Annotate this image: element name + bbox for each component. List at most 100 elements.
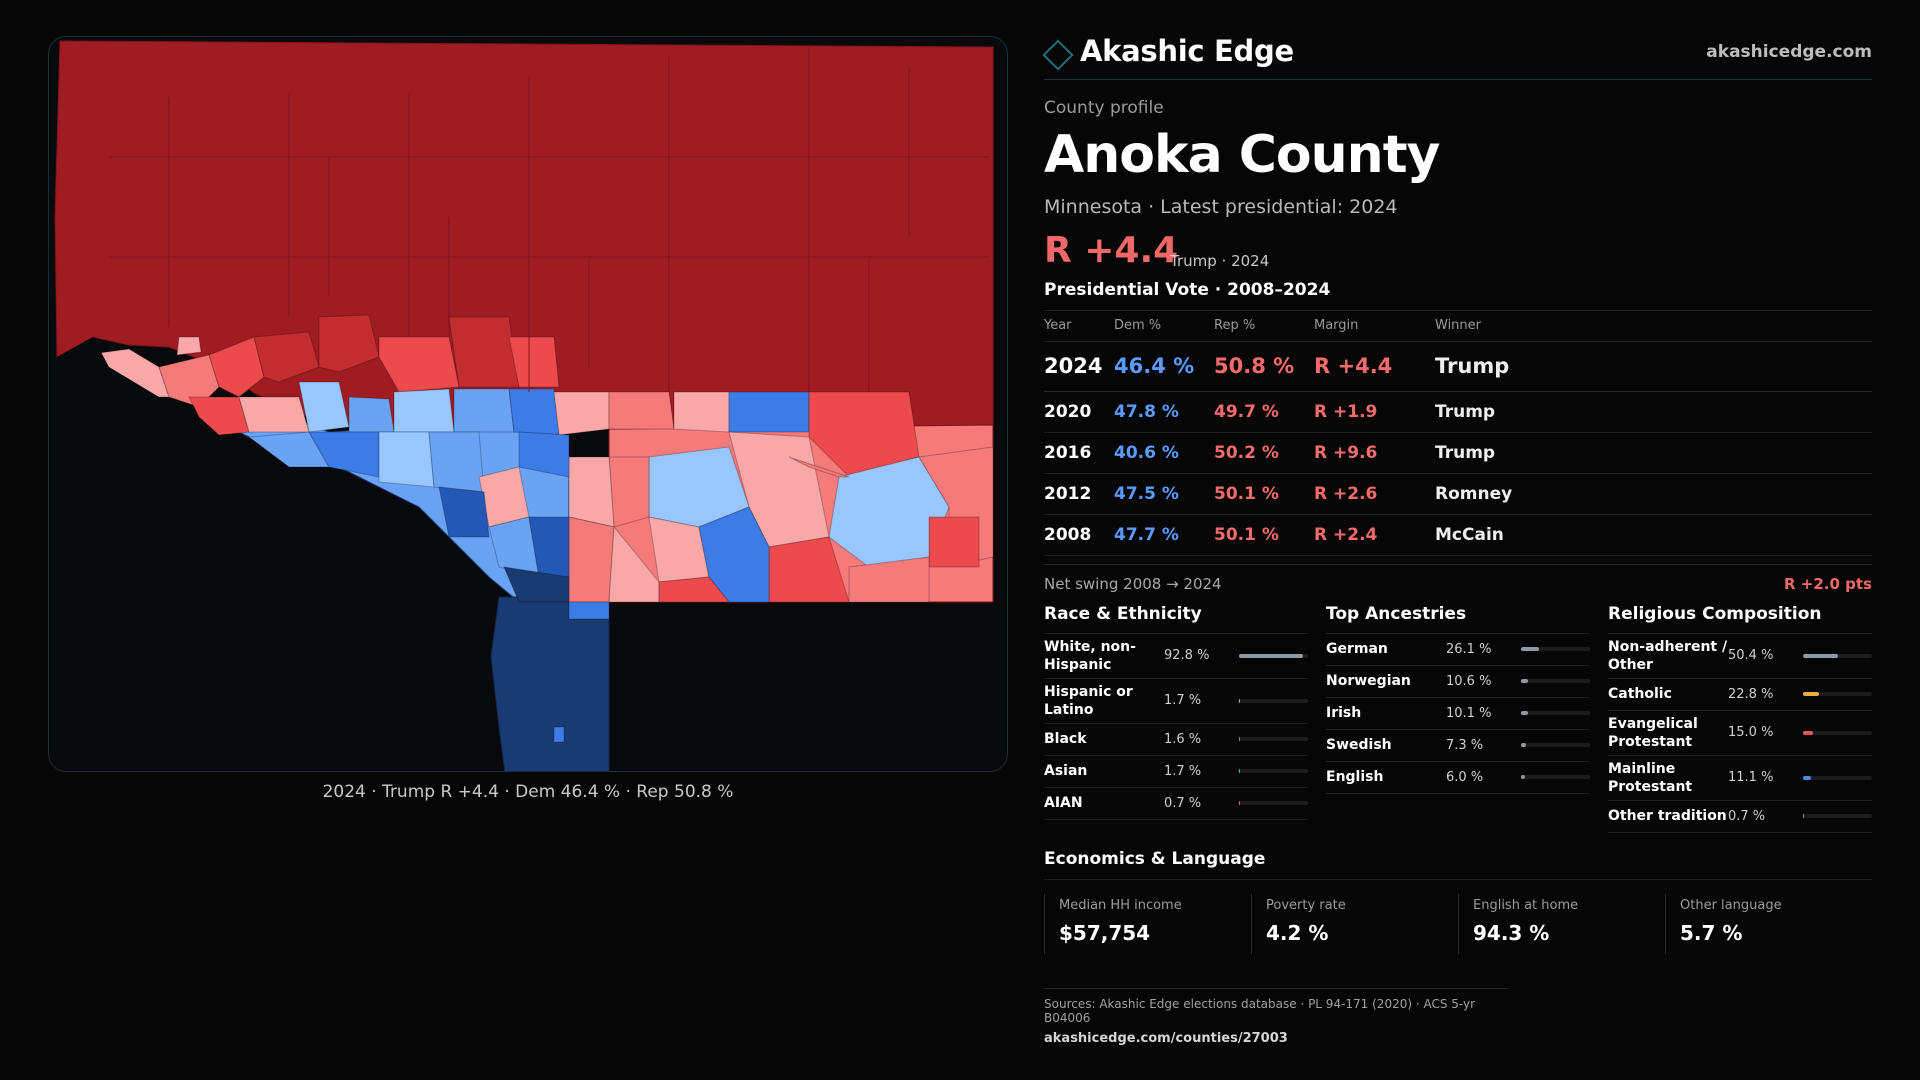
precinct[interactable] xyxy=(508,388,560,436)
table-row: 2024 46.4 % 50.8 % R +4.4 Trump xyxy=(1044,341,1872,392)
precinct[interactable] xyxy=(208,336,265,398)
cell-winner: Romney xyxy=(1435,473,1872,515)
precinct[interactable] xyxy=(608,456,650,528)
precinct[interactable] xyxy=(318,314,380,373)
county-permalink[interactable]: akashicedge.com/counties/27003 xyxy=(1044,1030,1288,1046)
stat-value: 94.3 % xyxy=(1473,920,1550,945)
item-label: Black xyxy=(1044,731,1087,747)
item-bar-fill xyxy=(1803,653,1838,658)
precinct[interactable] xyxy=(568,456,615,528)
list-item: Non-adherent / Other 50.4 % xyxy=(1608,634,1872,679)
item-bar-fill xyxy=(1521,679,1529,683)
item-bar-fill xyxy=(1521,743,1527,747)
precinct[interactable] xyxy=(553,726,565,743)
list-item: Hispanic or Latino 1.7 % xyxy=(1044,679,1308,724)
precinct[interactable] xyxy=(253,331,320,383)
stat-label: English at home xyxy=(1473,897,1579,913)
cell-dem: 47.7 % xyxy=(1114,514,1214,556)
item-value: 1.6 % xyxy=(1164,731,1202,747)
precinct[interactable] xyxy=(568,601,610,620)
item-label: German xyxy=(1326,641,1388,657)
precinct[interactable] xyxy=(448,316,520,388)
cell-dem: 46.4 % xyxy=(1114,341,1214,392)
precinct[interactable] xyxy=(378,336,460,393)
cell-margin: R +2.4 xyxy=(1314,514,1435,556)
precinct[interactable] xyxy=(508,336,560,388)
map-river-mask xyxy=(49,337,499,771)
precinct[interactable] xyxy=(788,456,850,478)
precinct[interactable] xyxy=(608,391,675,430)
item-bar-fill xyxy=(1239,698,1241,703)
precinct[interactable] xyxy=(348,396,395,433)
precinct[interactable] xyxy=(928,516,980,568)
item-label: Asian xyxy=(1044,763,1088,779)
precinct[interactable] xyxy=(568,516,615,603)
item-value: 26.1 % xyxy=(1446,641,1492,657)
precinct[interactable] xyxy=(393,388,455,433)
item-label: Catholic xyxy=(1608,686,1672,702)
township-lines xyxy=(109,47,989,392)
item-label: Mainline Protestant xyxy=(1608,760,1693,795)
net-swing-row: Net swing 2008 → 2024 R +2.0 pts xyxy=(1044,563,1872,594)
map-region-stem[interactable] xyxy=(490,596,610,772)
page-title: Anoka County xyxy=(1044,125,1440,185)
margin-value: R +4.4 xyxy=(1044,230,1179,271)
cell-winner: Trump xyxy=(1435,432,1872,474)
col-dem: Dem % xyxy=(1114,311,1214,342)
vote-section-title: Presidential Vote · 2008–2024 xyxy=(1044,280,1872,311)
precinct[interactable] xyxy=(238,396,310,433)
list-item: Irish 10.1 % xyxy=(1326,698,1590,730)
cell-year: 2024 xyxy=(1044,341,1114,392)
profile-kicker: County profile xyxy=(1044,98,1164,118)
col-rep: Rep % xyxy=(1214,311,1314,342)
precinct[interactable] xyxy=(848,556,930,603)
item-bar-fill xyxy=(1803,775,1811,780)
precinct[interactable] xyxy=(518,431,570,478)
item-bar xyxy=(1803,730,1872,735)
item-bar xyxy=(1803,775,1872,780)
demographics-grid: Race & Ethnicity White, non-Hispanic 92.8… xyxy=(1044,604,1872,833)
stat-label: Median HH income xyxy=(1059,897,1182,913)
precinct[interactable] xyxy=(728,391,810,433)
item-bar xyxy=(1239,737,1308,741)
item-value: 7.3 % xyxy=(1446,737,1484,753)
cell-rep: 49.7 % xyxy=(1214,391,1314,433)
precinct[interactable] xyxy=(553,391,610,436)
section-title: Race & Ethnicity xyxy=(1044,604,1308,634)
cell-year: 2016 xyxy=(1044,432,1114,474)
item-value: 10.6 % xyxy=(1446,673,1492,689)
precinct[interactable] xyxy=(176,336,202,356)
cell-dem: 47.8 % xyxy=(1114,391,1214,433)
precinct[interactable] xyxy=(673,391,730,433)
precinct[interactable] xyxy=(428,431,485,493)
item-label: Other tradition xyxy=(1608,808,1727,824)
precinct[interactable] xyxy=(453,388,515,433)
swing-label: Net swing 2008 → 2024 xyxy=(1044,574,1222,593)
race-ethnicity-section: Race & Ethnicity White, non-Hispanic 92.8… xyxy=(1044,604,1308,833)
list-item: White, non-Hispanic 92.8 % xyxy=(1044,634,1308,679)
precinct[interactable] xyxy=(188,396,250,436)
list-item: Catholic 22.8 % xyxy=(1608,679,1872,711)
precinct-map[interactable] xyxy=(48,36,1008,772)
item-value: 22.8 % xyxy=(1728,686,1774,702)
brand-url-link[interactable]: akashicedge.com xyxy=(1706,42,1872,62)
precinct[interactable] xyxy=(438,486,490,538)
precinct-map-svg[interactable] xyxy=(49,37,1008,772)
cell-dem: 47.5 % xyxy=(1114,473,1214,515)
precinct-tiles xyxy=(67,314,994,743)
table-row: 2016 40.6 % 50.2 % R +9.6 Trump xyxy=(1044,432,1872,474)
sources-text: Sources: Akashic Edge elections database… xyxy=(1044,996,1476,1025)
list-item: Asian 1.7 % xyxy=(1044,756,1308,788)
item-bar-fill xyxy=(1239,653,1304,658)
section-title: Top Ancestries xyxy=(1326,604,1590,634)
item-value: 11.1 % xyxy=(1728,770,1774,785)
precinct[interactable] xyxy=(658,576,731,603)
table-row: 2012 47.5 % 50.1 % R +2.6 Romney xyxy=(1044,473,1872,515)
economics-section-title: Economics & Language xyxy=(1044,849,1872,880)
col-margin: Margin xyxy=(1314,311,1435,342)
item-value: 6.0 % xyxy=(1446,769,1484,785)
item-bar-fill xyxy=(1803,692,1819,696)
item-value: 1.7 % xyxy=(1164,763,1202,779)
cell-margin: R +9.6 xyxy=(1314,432,1435,474)
precinct[interactable] xyxy=(378,431,435,488)
